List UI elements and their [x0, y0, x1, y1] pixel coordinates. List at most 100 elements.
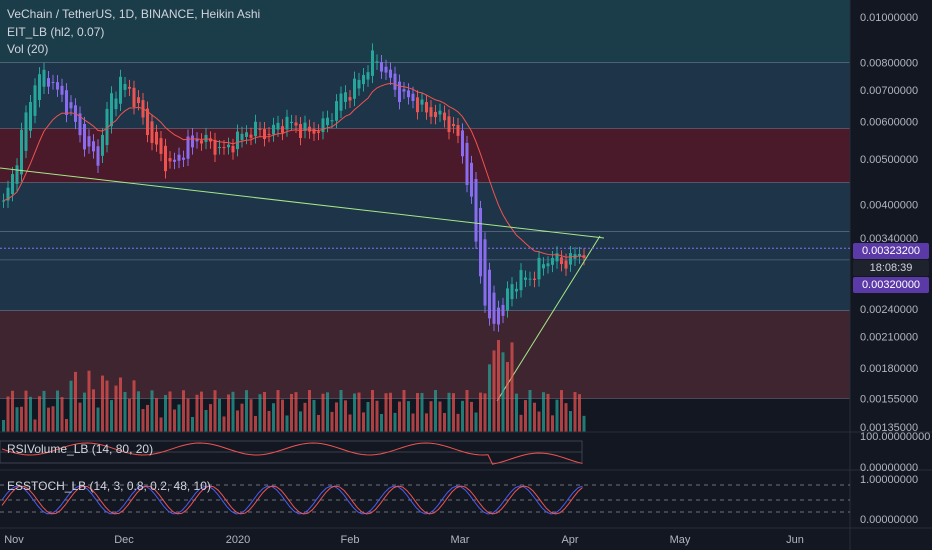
candle-body [56, 82, 59, 90]
candle-body [114, 98, 118, 110]
volume-bar [119, 377, 122, 432]
candle-body [245, 132, 248, 137]
candle-body [506, 288, 509, 311]
candle-body [110, 93, 113, 127]
candle-body [326, 117, 329, 126]
volume-bar [78, 402, 82, 432]
candle-body [294, 122, 298, 126]
rsi-volume-label[interactable]: RSIVolume_LB (14, 80, 20) [7, 442, 154, 456]
volume-bar [191, 416, 194, 432]
ema-line [3, 82, 585, 258]
volume-bar [537, 411, 541, 432]
candle-body [249, 134, 253, 138]
volume-bar [546, 393, 550, 432]
candle-body [456, 125, 460, 136]
volume-bar [578, 394, 581, 432]
stoch-line [1, 485, 583, 515]
candle-body [407, 90, 410, 98]
volume-bar [101, 375, 104, 432]
price-band [0, 182, 850, 232]
time-tick-label: Apr [561, 534, 578, 546]
candle-body [119, 76, 122, 104]
candle-body [465, 142, 469, 185]
volume-bar [110, 400, 113, 432]
candle-body [483, 239, 487, 306]
volume-bar [434, 390, 437, 432]
volume-bar [519, 414, 523, 432]
candle-body [353, 78, 356, 99]
candle-body [173, 159, 176, 162]
volume-bar [231, 391, 235, 432]
candle-body [6, 187, 10, 201]
candle-body [290, 121, 293, 124]
volume-bar [429, 401, 433, 432]
volume-bar [384, 393, 388, 432]
volume-legend[interactable]: Vol (20) [7, 42, 49, 56]
volume-bar [488, 364, 491, 432]
candle-body [200, 140, 203, 144]
volume-bar [218, 398, 221, 432]
candle-body [560, 257, 563, 265]
volume-bar [443, 413, 446, 432]
candle-body [105, 108, 109, 146]
candle-body [420, 99, 424, 105]
candle-body [276, 122, 280, 130]
candle-body [209, 138, 212, 142]
volume-bar [20, 406, 23, 432]
candle-body [78, 113, 82, 136]
candle-body [213, 139, 217, 155]
volume-bar [425, 413, 428, 432]
volume-bar [312, 399, 316, 432]
candle-body [11, 174, 14, 195]
candle-body [479, 207, 482, 277]
volume-bar [245, 390, 248, 432]
time-tick-label: May [670, 534, 691, 546]
volume-bar [47, 407, 50, 432]
candle-body [101, 134, 104, 156]
price-band [0, 0, 850, 63]
volume-bar [474, 412, 478, 432]
volume-bar [389, 392, 392, 432]
candle-body [447, 116, 451, 133]
candle-body [132, 87, 136, 108]
volume-bar [132, 380, 136, 432]
esstoch-label[interactable]: ESSTOCH_LB (14, 3, 0.8, 0.2, 48, 10) [7, 479, 211, 493]
volume-bar [497, 340, 500, 432]
volume-bar [33, 419, 37, 432]
candle-body [393, 73, 397, 90]
volume-bar [501, 352, 505, 432]
volume-bar [60, 397, 64, 432]
candle-body [231, 145, 235, 153]
time-tick-label: Dec [114, 534, 134, 546]
volume-bar [272, 403, 275, 432]
candle-body [195, 139, 199, 142]
candle-body [510, 284, 514, 300]
rsi-line [1, 442, 583, 465]
candle-body [240, 133, 244, 141]
candle-body [227, 144, 230, 148]
volume-bar [416, 393, 419, 432]
candle-body [308, 126, 311, 132]
volume-bar [506, 362, 509, 432]
price-tick-label: 0.00800000 [860, 58, 918, 70]
price-tick-label: 0.01000000 [860, 12, 918, 24]
volume-bar [348, 414, 352, 432]
volume-bar [87, 370, 91, 432]
volume-bar [375, 400, 379, 432]
volume-bar [362, 412, 365, 432]
candle-body [578, 253, 581, 257]
volume-bar [105, 380, 109, 432]
volume-bar [452, 393, 455, 432]
indicator-legend[interactable]: EIT_LB (hl2, 0.07) [7, 25, 105, 39]
volume-bar [209, 404, 212, 432]
candle-body [497, 307, 500, 325]
volume-bar [141, 409, 145, 432]
volume-bar [24, 390, 28, 432]
candle-body [236, 131, 239, 150]
candle-body [65, 90, 68, 115]
ascending-trendline [496, 235, 601, 402]
volume-bar [6, 396, 10, 432]
candle-body [488, 269, 491, 319]
symbol-legend[interactable]: VeChain / TetherUS, 1D, BINANCE, Heikin … [7, 7, 261, 21]
